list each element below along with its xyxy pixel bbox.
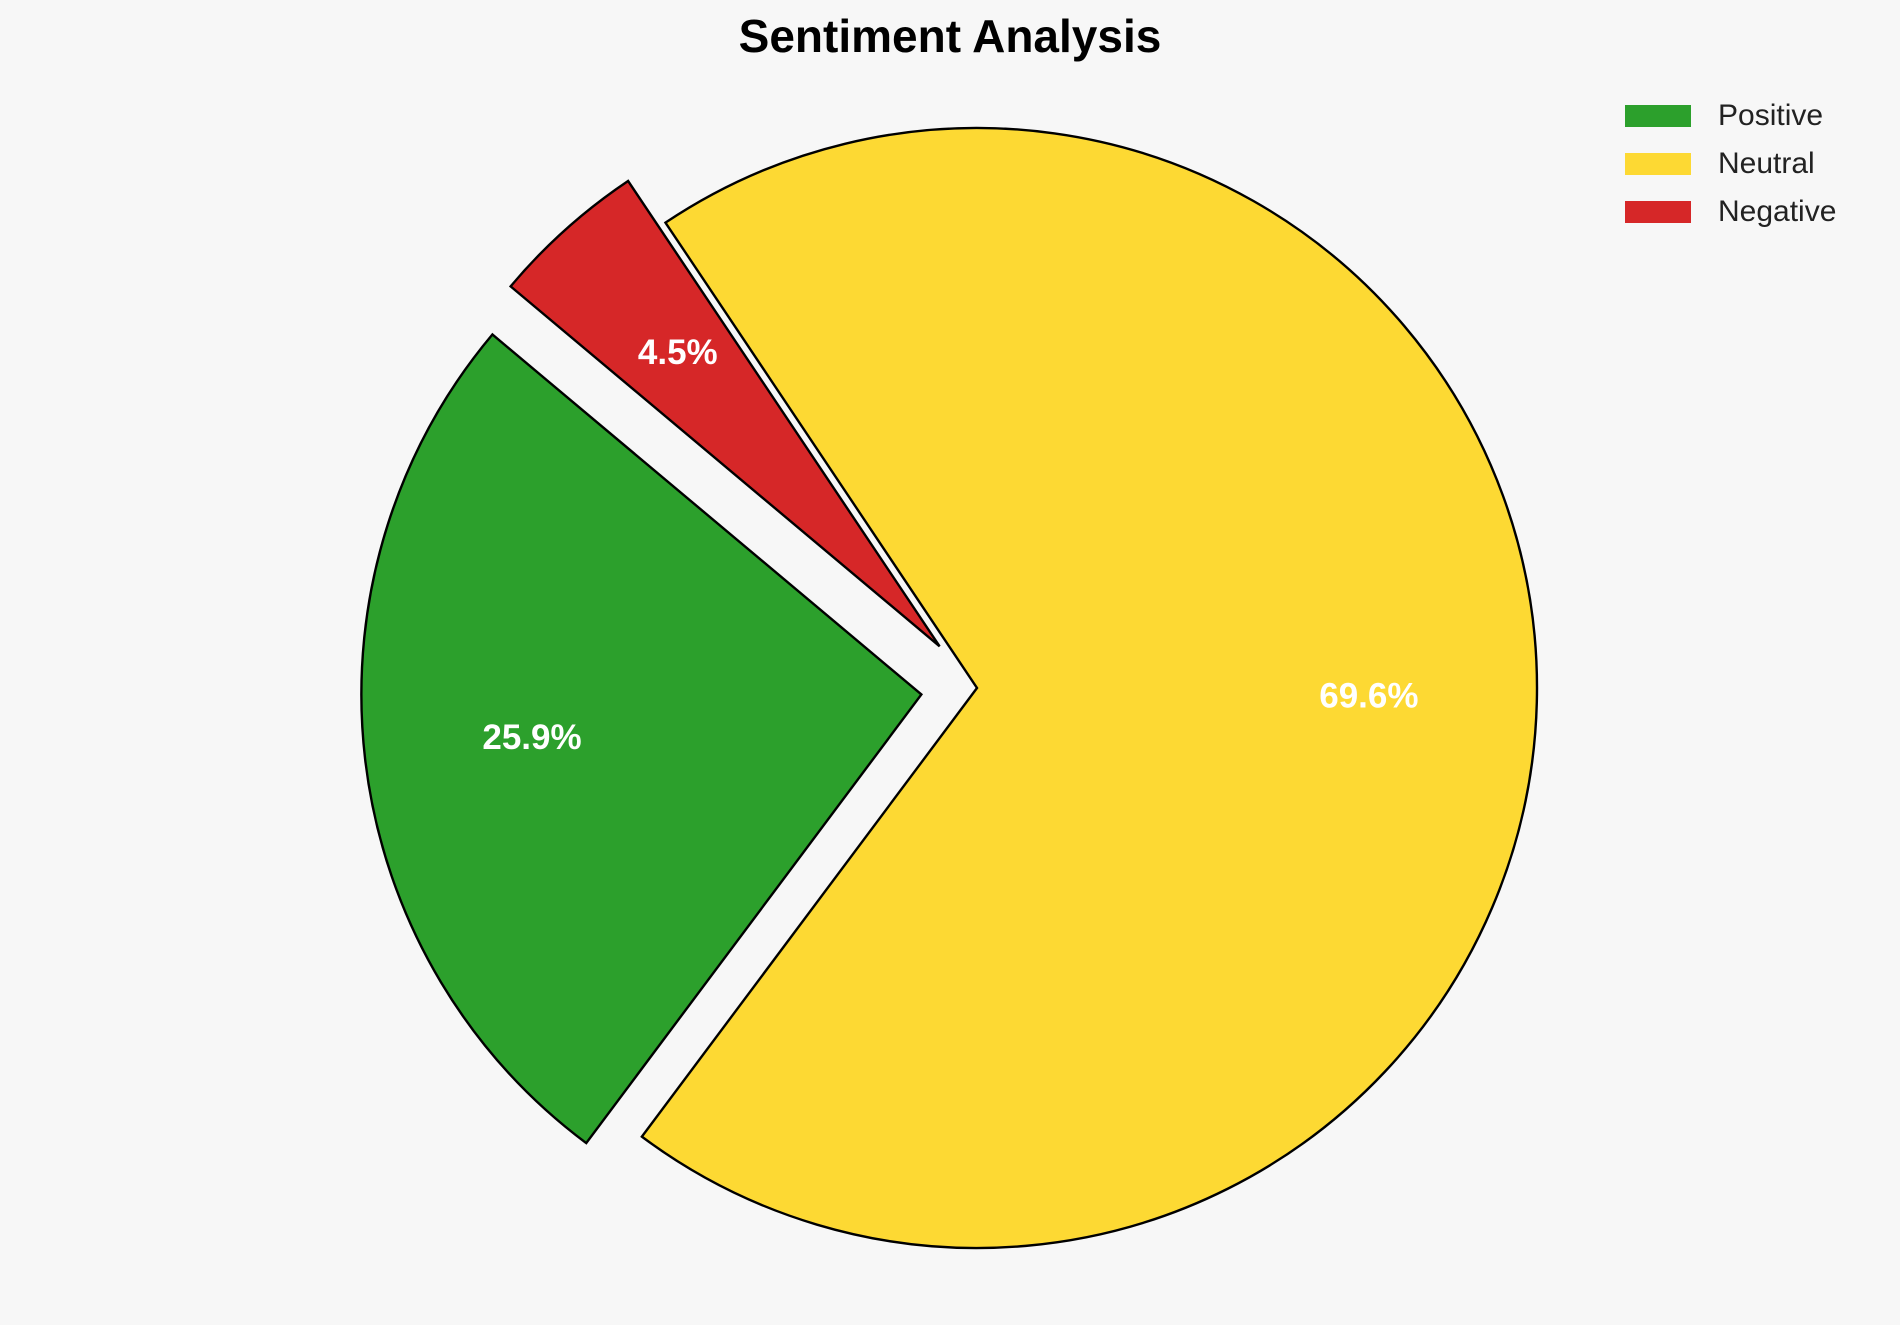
pie-slice [640,126,1539,1250]
slice-label: 69.6% [1319,676,1418,715]
slice-label: 25.9% [482,718,581,757]
legend-swatch [1625,201,1691,223]
slice-label: 4.5% [638,333,718,372]
legend-swatch [1625,105,1691,127]
legend-label: Positive [1718,99,1823,132]
legend-label: Negative [1718,195,1836,228]
pie-slice [508,179,941,648]
pie-slice [360,332,924,1145]
chart-title: Sentiment Analysis [739,10,1162,62]
legend-label: Neutral [1718,147,1815,180]
legend-swatch [1625,153,1691,175]
